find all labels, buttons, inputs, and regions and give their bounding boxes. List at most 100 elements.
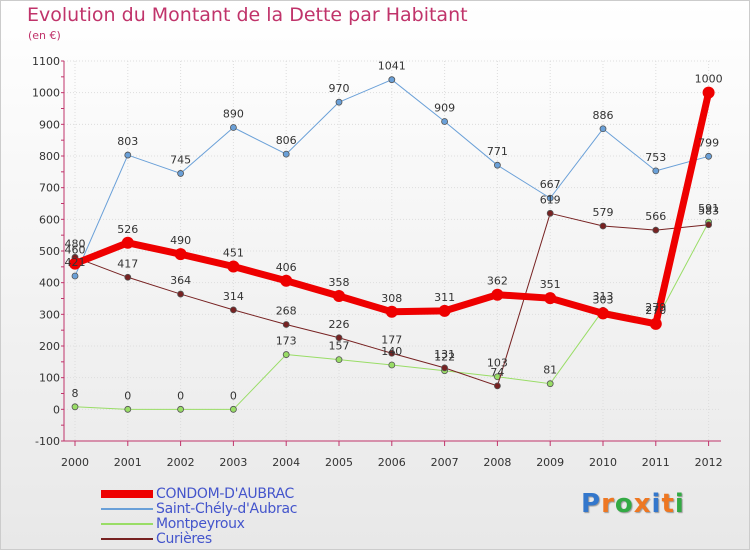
data-point (229, 405, 237, 413)
unit-label: (en €) (28, 29, 61, 42)
y-tick-label: 100 (39, 372, 60, 385)
x-tick-label: 2004 (272, 456, 300, 469)
x-tick-label: 2012 (695, 456, 723, 469)
logo-letter: i (651, 489, 662, 519)
data-point (69, 257, 81, 270)
data-label: 799 (698, 136, 719, 149)
data-point (124, 151, 132, 159)
x-tick-label: 2005 (325, 456, 353, 469)
data-label: 909 (434, 101, 455, 114)
data-label: 279 (645, 301, 666, 314)
logo-letter: i (674, 489, 685, 519)
data-label: 583 (698, 205, 719, 218)
data-label: 0 (230, 389, 237, 402)
data-label: 303 (593, 293, 614, 306)
data-point (121, 236, 134, 249)
logo-letter: P (581, 489, 602, 519)
data-label: 81 (543, 364, 557, 377)
data-label: 1000 (695, 73, 723, 86)
data-label: 406 (276, 261, 297, 274)
data-label: 314 (223, 290, 244, 303)
data-point (652, 226, 660, 234)
x-tick-label: 2010 (589, 456, 617, 469)
data-label: 526 (117, 223, 138, 236)
legend-label: CONDOM-D'AUBRAC (156, 485, 295, 502)
legend-label: Saint-Chély-d'Aubrac (156, 500, 298, 517)
legend-swatch (101, 489, 153, 498)
data-label: 173 (276, 335, 297, 348)
data-label: 362 (487, 275, 508, 288)
data-point (282, 351, 290, 358)
data-point (493, 161, 501, 169)
data-label: 313 (593, 290, 614, 303)
data-label: 103 (487, 357, 508, 370)
data-label: 753 (645, 151, 666, 164)
legend-label: Montpeyroux (156, 515, 245, 532)
data-label: 970 (329, 82, 350, 95)
data-point (493, 382, 501, 390)
data-label: 131 (434, 348, 455, 361)
data-point (335, 98, 343, 106)
data-point (491, 288, 504, 301)
data-label: 460 (65, 244, 86, 257)
logo-letter: r (601, 489, 615, 519)
data-point (599, 125, 607, 133)
data-point (649, 317, 662, 330)
legend-item-curieres: Curières (101, 530, 297, 547)
data-point (335, 334, 343, 342)
logo-letter: x (633, 489, 652, 519)
data-point (546, 380, 554, 388)
data-point (652, 167, 660, 175)
data-label: 74 (490, 366, 504, 379)
data-label: 619 (540, 193, 561, 206)
y-tick-label: 200 (39, 340, 60, 353)
data-point (546, 194, 554, 202)
data-point (705, 221, 712, 229)
y-tick-label: 900 (39, 118, 60, 131)
data-label: 0 (124, 389, 131, 402)
legend-swatch (101, 537, 153, 540)
series (69, 76, 715, 413)
x-tick-label: 2011 (642, 456, 670, 469)
data-label: 803 (117, 135, 138, 148)
data-point (282, 321, 290, 328)
x-tick-label: 2001 (114, 456, 142, 469)
data-point (177, 405, 185, 413)
data-point (177, 290, 185, 298)
data-label: 157 (329, 340, 350, 353)
data-point (280, 274, 293, 287)
y-tick-label: 0 (53, 403, 60, 416)
data-label: 0 (177, 389, 184, 402)
data-label: 364 (170, 274, 191, 287)
legend-item-montpeyroux: Montpeyroux (101, 515, 297, 532)
axes: -100010020030040050060070080090010001100… (32, 55, 723, 469)
data-point (385, 305, 398, 318)
data-label: 480 (65, 237, 86, 250)
data-label: 358 (329, 276, 350, 289)
x-tick-label: 2003 (219, 456, 247, 469)
legend-label: Curières (156, 530, 212, 547)
data-label: 667 (540, 178, 561, 191)
data-label: 268 (276, 304, 297, 317)
chart-title: Evolution du Montant de la Dette par Hab… (27, 4, 468, 26)
data-point (599, 222, 607, 230)
series-1 (71, 76, 712, 280)
data-label: 806 (276, 134, 297, 147)
y-tick-label: 800 (39, 150, 60, 163)
data-point (174, 248, 187, 261)
data-label: 351 (540, 278, 561, 291)
data-point (702, 86, 715, 99)
data-point (388, 76, 396, 84)
data-label: 421 (65, 256, 86, 269)
data-label: 745 (170, 153, 191, 166)
legend-swatch (101, 522, 153, 525)
y-tick-label: 600 (39, 213, 60, 226)
y-tick-label: 1000 (32, 87, 60, 100)
x-tick-label: 2008 (483, 456, 511, 469)
data-label: 579 (593, 206, 614, 219)
x-tick-label: 2002 (167, 456, 195, 469)
data-label: 591 (698, 202, 719, 215)
